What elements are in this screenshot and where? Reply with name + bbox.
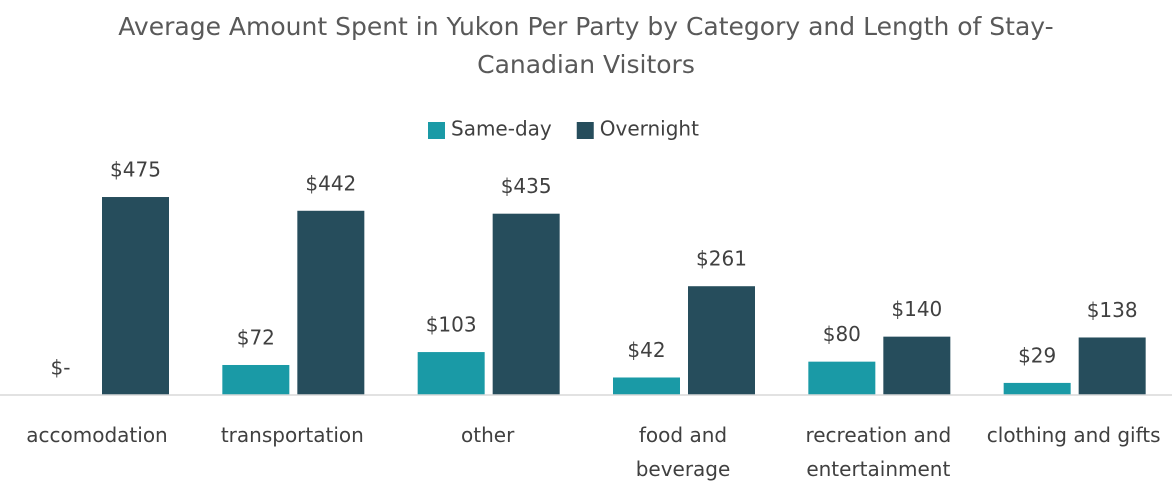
bar [417, 352, 485, 395]
data-label: $29 [1018, 343, 1056, 367]
data-label: $103 [426, 313, 477, 337]
x-tick-label: accomodation [26, 423, 168, 447]
bar [808, 361, 876, 395]
x-tick-label: other [461, 423, 515, 447]
data-label: $42 [627, 338, 665, 362]
bar [222, 364, 290, 395]
bar [297, 210, 365, 395]
data-label: $435 [501, 174, 552, 198]
data-label: $72 [237, 325, 275, 349]
x-tick-label: clothing and gifts [986, 423, 1161, 447]
data-label: $138 [1087, 298, 1138, 322]
bar [883, 336, 951, 395]
data-label: $140 [891, 297, 942, 321]
data-label: $475 [110, 158, 161, 182]
bar [688, 286, 755, 395]
data-label: $261 [696, 247, 747, 271]
bar [492, 213, 560, 395]
legend-swatch [576, 122, 594, 139]
bar [613, 377, 680, 395]
chart-title: Average Amount Spent in Yukon Per Party … [118, 12, 1054, 79]
legend-label: Overnight [600, 117, 699, 141]
legend-label: Same-day [451, 117, 552, 141]
data-label: $442 [305, 171, 356, 195]
x-tick-label: food and beverage [635, 423, 731, 481]
legend-swatch [428, 122, 445, 139]
data-label: $- [51, 356, 71, 380]
x-tick-label: recreation and entertainment [805, 423, 952, 481]
bar [102, 197, 169, 395]
bar [1078, 337, 1146, 395]
bar [1003, 382, 1071, 395]
data-label: $80 [823, 322, 861, 346]
x-tick-label: transportation [220, 423, 364, 447]
